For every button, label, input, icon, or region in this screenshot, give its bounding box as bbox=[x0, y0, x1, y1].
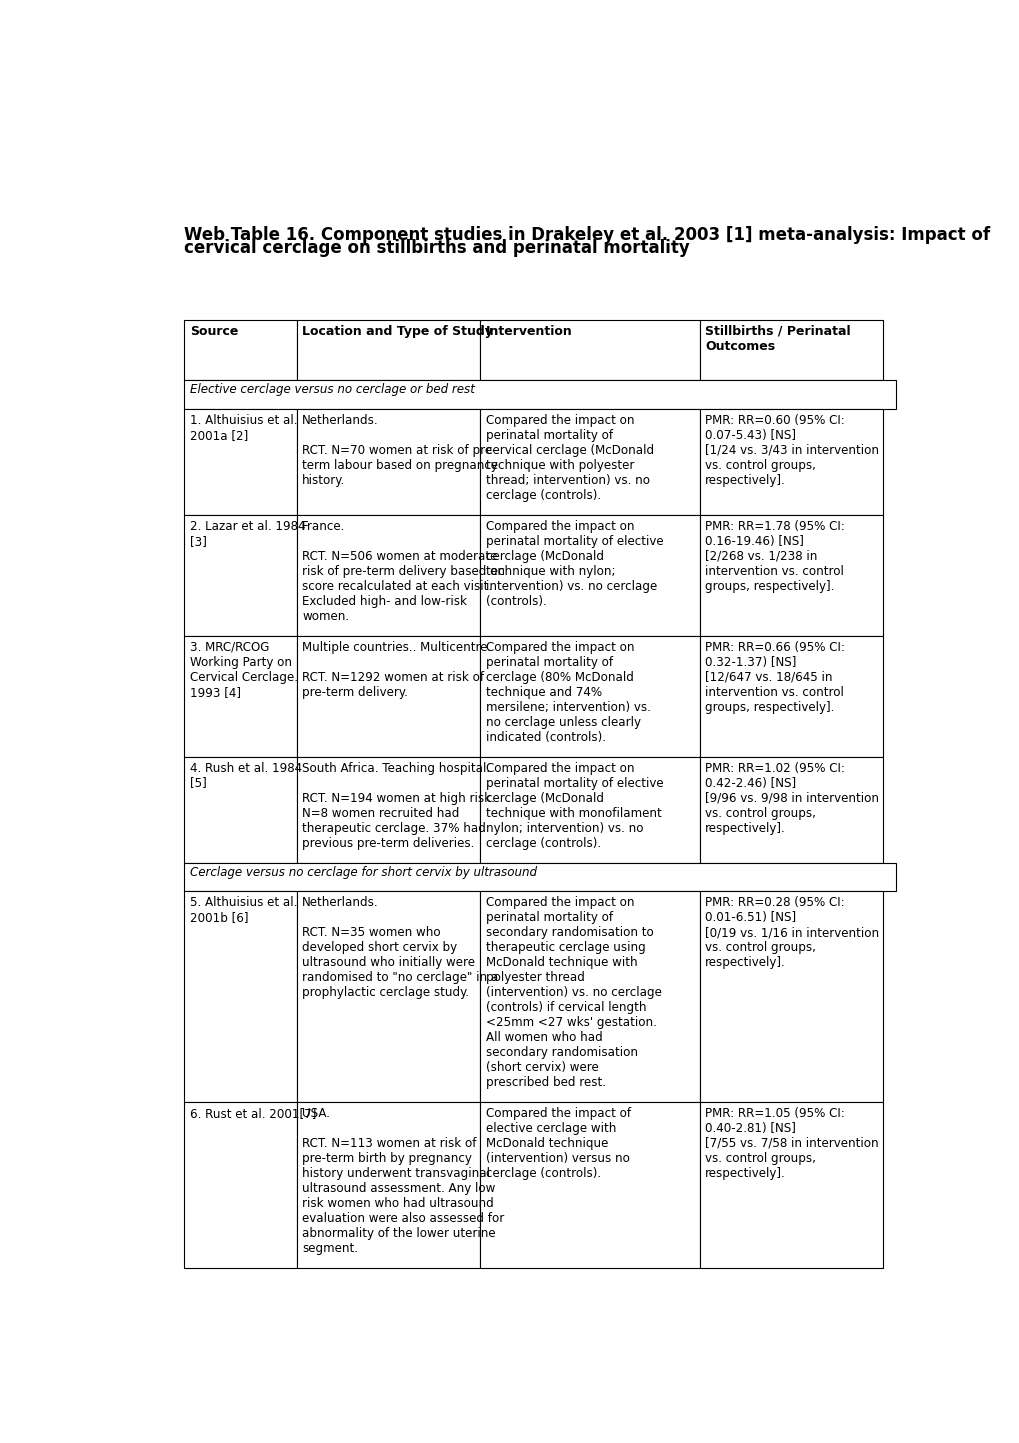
Bar bbox=[480, 636, 699, 756]
Text: France.

RCT. N=506 women at moderate
risk of pre-term delivery based on
score r: France. RCT. N=506 women at moderate ris… bbox=[302, 519, 504, 622]
Text: South Africa. Teaching hospital.

RCT. N=194 women at high risk.
N=8 women recru: South Africa. Teaching hospital. RCT. N=… bbox=[302, 762, 495, 850]
Text: Compared the impact on
perinatal mortality of
cervical cerclage (McDonald
techni: Compared the impact on perinatal mortali… bbox=[485, 414, 653, 502]
Text: 2. Lazar et al. 1984
[3]: 2. Lazar et al. 1984 [3] bbox=[190, 519, 305, 548]
Bar bbox=[699, 408, 882, 515]
Text: Compared the impact on
perinatal mortality of
cerclage (80% McDonald
technique a: Compared the impact on perinatal mortali… bbox=[485, 641, 650, 743]
Text: USA.

RCT. N=113 women at risk of
pre-term birth by pregnancy
history underwent : USA. RCT. N=113 women at risk of pre-ter… bbox=[302, 1107, 504, 1255]
Text: Compared the impact on
perinatal mortality of
secondary randomisation to
therape: Compared the impact on perinatal mortali… bbox=[485, 896, 661, 1089]
Bar bbox=[699, 636, 882, 756]
Text: cervical cerclage on stillbirths and perinatal mortality: cervical cerclage on stillbirths and per… bbox=[184, 240, 690, 257]
Text: 3. MRC/RCOG
Working Party on
Cervical Cerclage.
1993 [4]: 3. MRC/RCOG Working Party on Cervical Ce… bbox=[190, 641, 298, 698]
Bar bbox=[480, 892, 699, 1102]
Bar bbox=[184, 636, 297, 756]
Bar bbox=[480, 408, 699, 515]
Bar bbox=[297, 320, 480, 380]
Text: PMR: RR=0.28 (95% CI:
0.01-6.51) [NS]
[0/19 vs. 1/16 in intervention
vs. control: PMR: RR=0.28 (95% CI: 0.01-6.51) [NS] [0… bbox=[704, 896, 878, 970]
Bar bbox=[184, 380, 895, 408]
Bar bbox=[699, 892, 882, 1102]
Bar bbox=[184, 892, 297, 1102]
Bar bbox=[297, 1102, 480, 1267]
Bar bbox=[184, 320, 297, 380]
Bar bbox=[297, 636, 480, 756]
Text: Netherlands.

RCT. N=70 women at risk of pre-
term labour based on pregnancy
his: Netherlands. RCT. N=70 women at risk of … bbox=[302, 414, 497, 486]
Bar bbox=[184, 1102, 297, 1267]
Text: PMR: RR=0.60 (95% CI:
0.07-5.43) [NS]
[1/24 vs. 3/43 in intervention
vs. control: PMR: RR=0.60 (95% CI: 0.07-5.43) [NS] [1… bbox=[704, 414, 878, 486]
Text: PMR: RR=1.05 (95% CI:
0.40-2.81) [NS]
[7/55 vs. 7/58 in intervention
vs. control: PMR: RR=1.05 (95% CI: 0.40-2.81) [NS] [7… bbox=[704, 1107, 877, 1180]
Bar bbox=[480, 1102, 699, 1267]
Text: Source: Source bbox=[190, 325, 238, 338]
Text: Elective cerclage versus no cerclage or bed rest: Elective cerclage versus no cerclage or … bbox=[190, 384, 475, 397]
Bar bbox=[184, 863, 895, 892]
Bar bbox=[480, 320, 699, 380]
Bar bbox=[699, 756, 882, 863]
Bar bbox=[184, 515, 297, 636]
Text: PMR: RR=0.66 (95% CI:
0.32-1.37) [NS]
[12/647 vs. 18/645 in
intervention vs. con: PMR: RR=0.66 (95% CI: 0.32-1.37) [NS] [1… bbox=[704, 641, 844, 714]
Text: Location and Type of Study: Location and Type of Study bbox=[302, 325, 493, 338]
Text: Stillbirths / Perinatal
Outcomes: Stillbirths / Perinatal Outcomes bbox=[704, 325, 850, 352]
Text: 1. Althuisius et al.
2001a [2]: 1. Althuisius et al. 2001a [2] bbox=[190, 414, 298, 442]
Bar bbox=[297, 408, 480, 515]
Text: Netherlands.

RCT. N=35 women who
developed short cervix by
ultrasound who initi: Netherlands. RCT. N=35 women who develop… bbox=[302, 896, 498, 1000]
Bar bbox=[480, 515, 699, 636]
Text: Cerclage versus no cerclage for short cervix by ultrasound: Cerclage versus no cerclage for short ce… bbox=[190, 866, 536, 879]
Text: Compared the impact on
perinatal mortality of elective
cerclage (McDonald
techni: Compared the impact on perinatal mortali… bbox=[485, 762, 663, 850]
Bar bbox=[699, 515, 882, 636]
Bar bbox=[699, 320, 882, 380]
Text: Compared the impact on
perinatal mortality of elective
cerclage (McDonald
techni: Compared the impact on perinatal mortali… bbox=[485, 519, 663, 608]
Text: 4. Rush et al. 1984
[5]: 4. Rush et al. 1984 [5] bbox=[190, 762, 302, 789]
Text: Multiple countries.. Multicentre.

RCT. N=1292 women at risk of
pre-term deliver: Multiple countries.. Multicentre. RCT. N… bbox=[302, 641, 491, 698]
Bar bbox=[480, 756, 699, 863]
Bar bbox=[297, 756, 480, 863]
Bar bbox=[184, 408, 297, 515]
Bar bbox=[297, 515, 480, 636]
Text: Web Table 16. Component studies in Drakeley et al. 2003 [1] meta-analysis: Impac: Web Table 16. Component studies in Drake… bbox=[184, 227, 989, 244]
Text: Compared the impact of
elective cerclage with
McDonald technique
(intervention) : Compared the impact of elective cerclage… bbox=[485, 1107, 631, 1180]
Bar bbox=[297, 892, 480, 1102]
Text: Intervention: Intervention bbox=[485, 325, 572, 338]
Text: 5. Althuisius et al.
2001b [6]: 5. Althuisius et al. 2001b [6] bbox=[190, 896, 297, 925]
Bar bbox=[699, 1102, 882, 1267]
Text: PMR: RR=1.78 (95% CI:
0.16-19.46) [NS]
[2/268 vs. 1/238 in
intervention vs. cont: PMR: RR=1.78 (95% CI: 0.16-19.46) [NS] [… bbox=[704, 519, 844, 593]
Bar bbox=[184, 756, 297, 863]
Text: 6. Rust et al. 2001[7]: 6. Rust et al. 2001[7] bbox=[190, 1107, 316, 1120]
Text: PMR: RR=1.02 (95% CI:
0.42-2.46) [NS]
[9/96 vs. 9/98 in intervention
vs. control: PMR: RR=1.02 (95% CI: 0.42-2.46) [NS] [9… bbox=[704, 762, 878, 834]
